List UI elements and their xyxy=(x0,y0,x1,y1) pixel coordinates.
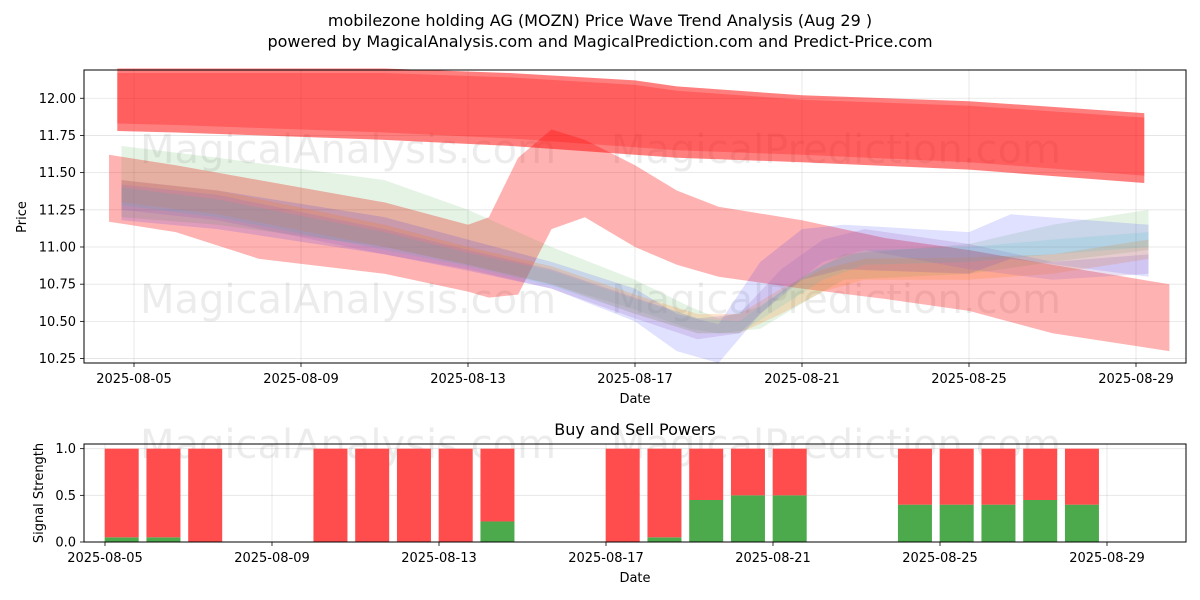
sell-bar xyxy=(730,448,765,496)
sell-bar xyxy=(772,448,807,496)
signal-title: Buy and Sell Powers xyxy=(554,420,716,439)
price-watermark-3: MagicalAnalysis.com xyxy=(140,277,556,323)
sell-bar xyxy=(939,448,974,505)
buy-bar xyxy=(480,521,515,542)
signal-y-tick-label: 0.0 xyxy=(55,536,76,551)
price-x-tick-label: 2025-08-05 xyxy=(96,372,172,387)
red-upper-band xyxy=(117,68,1145,183)
price-x-tick-label: 2025-08-21 xyxy=(764,372,840,387)
red-upper-band-core xyxy=(117,73,1145,176)
sell-bar xyxy=(1064,448,1099,505)
signal-x-tick-label: 2025-08-29 xyxy=(1069,551,1145,566)
buy-bar xyxy=(772,495,807,542)
signal-y-tick-label: 0.5 xyxy=(55,489,76,504)
teal-band xyxy=(121,187,1149,334)
orange-band xyxy=(121,180,1149,334)
buy-bar xyxy=(1023,500,1058,542)
sell-bar xyxy=(689,448,724,500)
price-x-tick-label: 2025-08-25 xyxy=(931,372,1007,387)
buy-bar xyxy=(689,500,724,542)
sell-bar xyxy=(897,448,932,505)
blue-band xyxy=(121,180,1149,363)
chart-subtitle: powered by MagicalAnalysis.com and Magic… xyxy=(267,32,932,51)
price-y-tick-label: 11.25 xyxy=(39,203,76,218)
price-y-tick-label: 11.00 xyxy=(39,240,76,255)
price-x-tick-label: 2025-08-13 xyxy=(430,372,506,387)
signal-x-tick-label: 2025-08-09 xyxy=(234,551,310,566)
price-y-axis-label: Price xyxy=(15,201,30,233)
sell-bar xyxy=(480,448,515,522)
green-band xyxy=(121,145,1149,334)
price-x-ticks: 2025-08-05 2025-08-09 2025-08-13 2025-08-17… xyxy=(96,363,1174,387)
signal-bars xyxy=(104,448,1099,542)
price-y-tick-label: 10.50 xyxy=(39,315,76,330)
chart-title: mobilezone holding AG (MOZN) Price Wave … xyxy=(328,11,872,30)
signal-x-tick-label: 2025-08-25 xyxy=(902,551,978,566)
sell-bar xyxy=(605,448,640,542)
price-bands xyxy=(109,68,1170,363)
price-y-tick-label: 10.25 xyxy=(39,352,76,367)
buy-bar xyxy=(647,537,682,542)
price-x-tick-label: 2025-08-17 xyxy=(597,372,673,387)
buy-bar xyxy=(981,504,1016,542)
signal-x-ticks: 2025-08-05 2025-08-09 2025-08-13 2025-08-17… xyxy=(67,542,1145,566)
signal-x-tick-label: 2025-08-17 xyxy=(568,551,644,566)
price-x-axis-label: Date xyxy=(619,392,650,407)
signal-x-tick-label: 2025-08-05 xyxy=(67,551,143,566)
signal-x-tick-label: 2025-08-13 xyxy=(401,551,477,566)
buy-bar xyxy=(104,537,139,542)
buy-bar xyxy=(939,504,974,542)
sell-bar xyxy=(1023,448,1058,500)
price-y-tick-label: 12.00 xyxy=(39,92,76,107)
sell-bar xyxy=(647,448,682,538)
buy-bar xyxy=(897,504,932,542)
signal-y-ticks: 0.0 0.5 1.0 xyxy=(55,442,84,551)
sell-bar xyxy=(438,448,473,542)
signal-y-tick-label: 1.0 xyxy=(55,442,76,457)
price-x-tick-label: 2025-08-09 xyxy=(263,372,339,387)
price-plot: MagicalAnalysis.com MagicalPrediction.co… xyxy=(15,68,1187,407)
sell-bar xyxy=(396,448,431,542)
signal-plot-frame xyxy=(83,443,1187,543)
sell-bar xyxy=(104,448,139,538)
signal-plot: Buy and Sell Powers MagicalAnalysis.com … xyxy=(32,420,1187,586)
buy-bar xyxy=(146,537,181,542)
signal-x-axis-label: Date xyxy=(619,571,650,586)
sell-bar xyxy=(146,448,181,538)
sell-bar xyxy=(188,448,223,542)
price-watermark-4: MagicalPrediction.com xyxy=(611,277,1061,323)
price-y-tick-label: 11.50 xyxy=(39,166,76,181)
price-y-tick-label: 10.75 xyxy=(39,278,76,293)
sell-bar xyxy=(355,448,390,542)
price-y-ticks: 10.25 10.50 10.75 11.00 11.25 11.50 11.75 12.00 xyxy=(39,92,84,367)
price-y-tick-label: 11.75 xyxy=(39,129,76,144)
purple-band xyxy=(121,184,1149,340)
buy-bar xyxy=(1064,504,1099,542)
sell-bar xyxy=(313,448,348,542)
sell-bar xyxy=(981,448,1016,505)
price-x-tick-label: 2025-08-29 xyxy=(1098,372,1174,387)
buy-bar xyxy=(730,495,765,542)
signal-x-tick-label: 2025-08-21 xyxy=(735,551,811,566)
signal-y-axis-label: Signal Strength xyxy=(32,443,47,543)
red-lower-band xyxy=(109,129,1170,352)
